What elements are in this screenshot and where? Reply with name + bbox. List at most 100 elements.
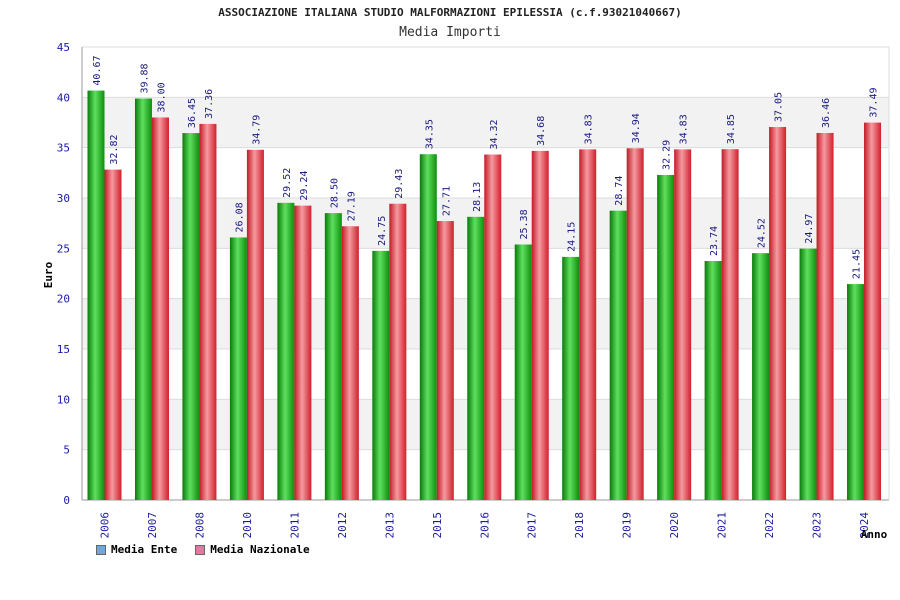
bar-value-label: 29.43	[394, 169, 405, 199]
bar-value-label: 23.74	[709, 226, 720, 256]
bar	[626, 148, 644, 500]
bar	[467, 216, 485, 501]
legend-swatch-media-nazionale	[195, 544, 206, 555]
bar-value-label: 34.79	[251, 115, 262, 145]
tick-labels: 0 5 10 15 20 25 30 35 40 45 2006 2007 2008 2010 2011 20…	[57, 41, 871, 539]
y-tick-label: 30	[57, 192, 70, 205]
x-tick-label: 2017	[526, 512, 539, 539]
bar	[721, 149, 739, 500]
y-tick-label: 5	[63, 444, 70, 457]
bar-value-label: 32.82	[109, 135, 120, 165]
bar-value-label: 24.97	[804, 214, 815, 244]
x-axis-label: Anno	[861, 528, 888, 541]
x-tick-label: 2020	[668, 512, 681, 539]
bar-value-label: 39.88	[139, 63, 150, 93]
bar-value-label: 37.05	[774, 92, 785, 122]
bar	[531, 150, 549, 500]
bar-value-label: 27.19	[346, 191, 357, 221]
y-tick-label: 25	[57, 242, 70, 255]
bar	[436, 221, 454, 500]
bar	[484, 154, 502, 500]
x-tick-label: 2022	[763, 512, 776, 539]
legend-label-media-ente: Media Ente	[111, 543, 178, 556]
legend-swatch-media-ente	[96, 544, 106, 555]
y-tick-label: 15	[57, 343, 70, 356]
bar	[799, 248, 817, 500]
bar-value-label: 34.35	[424, 119, 435, 149]
chart-subtitle: Media Importi	[399, 25, 501, 40]
bar-value-label: 38.00	[156, 82, 167, 112]
bar	[864, 122, 882, 500]
x-tick-label: 2006	[99, 512, 112, 539]
bar-value-label: 34.85	[726, 114, 737, 144]
bar-value-label: 25.38	[519, 209, 530, 239]
x-tick-label: 2012	[336, 512, 349, 539]
bar-value-label: 34.94	[631, 113, 642, 143]
bar	[514, 244, 532, 500]
bar	[609, 210, 627, 500]
bar-value-label: 34.68	[536, 116, 547, 146]
x-tick-label: 2024	[858, 512, 871, 539]
bar	[199, 123, 217, 500]
x-tick-label: 2007	[146, 512, 159, 539]
bar	[579, 149, 597, 501]
x-tick-label: 2016	[478, 512, 491, 539]
y-tick-label: 35	[57, 142, 70, 155]
bar-value-label: 24.15	[567, 222, 578, 252]
bar-value-label: 28.50	[329, 178, 340, 208]
y-tick-label: 0	[63, 494, 70, 507]
bar	[816, 132, 834, 500]
bar-value-label: 26.08	[234, 202, 245, 232]
legend: Media Ente Media Nazionale	[96, 543, 310, 556]
bar	[341, 226, 359, 500]
plot-band	[82, 97, 889, 148]
bar	[151, 117, 169, 500]
bar-value-label: 27.71	[441, 186, 452, 216]
x-tick-label: 2008	[193, 512, 206, 539]
bar-value-label: 37.36	[204, 89, 215, 119]
bar	[704, 261, 722, 500]
plot-band	[82, 47, 889, 98]
bar	[847, 284, 865, 500]
bar-value-label: 29.52	[282, 168, 293, 198]
bar	[134, 98, 152, 501]
bar	[562, 256, 580, 500]
y-axis-label: Euro	[42, 261, 55, 288]
bar-value-label: 21.45	[852, 249, 863, 279]
bars	[87, 90, 882, 501]
bar-value-label: 29.24	[299, 171, 310, 201]
bar	[769, 127, 787, 500]
bar-value-label: 34.83	[679, 114, 690, 144]
bar	[372, 250, 390, 500]
x-tick-label: 2023	[811, 512, 824, 539]
x-tick-label: 2021	[716, 512, 729, 539]
bar	[246, 149, 264, 500]
bar	[324, 213, 342, 500]
y-tick-label: 10	[57, 393, 70, 406]
bar	[182, 133, 200, 500]
legend-label-media-nazionale: Media Nazionale	[210, 543, 310, 556]
legend-item-media-ente: Media Ente	[96, 543, 177, 556]
y-tick-label: 40	[57, 91, 70, 104]
bar	[419, 154, 437, 500]
bar-value-label: 36.46	[821, 98, 832, 128]
bar-value-label: 24.75	[377, 216, 388, 246]
y-tick-label: 45	[57, 41, 70, 54]
x-tick-label: 2018	[573, 512, 586, 539]
x-tick-label: 2010	[241, 512, 254, 539]
bar	[87, 90, 105, 500]
bar-value-label: 28.13	[472, 182, 483, 212]
bar-labels: 40.67 32.82 39.88 38.00 36.45 37.36 26.08 34.79…	[92, 55, 880, 279]
bar	[294, 205, 312, 500]
bar-value-label: 36.45	[187, 98, 198, 128]
bar	[277, 202, 295, 500]
bar	[752, 253, 770, 500]
bar	[104, 169, 122, 500]
bar-value-label: 24.52	[757, 218, 768, 248]
x-tick-label: 2015	[431, 512, 444, 539]
bar	[674, 149, 692, 501]
bar	[389, 203, 407, 500]
bar	[657, 174, 675, 500]
x-tick-label: 2013	[383, 512, 396, 539]
